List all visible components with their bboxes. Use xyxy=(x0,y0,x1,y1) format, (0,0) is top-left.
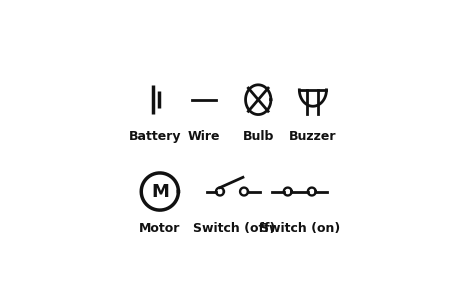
Text: M: M xyxy=(151,183,169,201)
Text: Battery: Battery xyxy=(129,130,182,143)
Text: Wire: Wire xyxy=(187,130,220,143)
Text: Buzzer: Buzzer xyxy=(289,130,337,143)
Text: Switch (on): Switch (on) xyxy=(260,222,340,235)
Text: Bulb: Bulb xyxy=(243,130,274,143)
Text: Motor: Motor xyxy=(139,222,181,235)
Text: Switch (off): Switch (off) xyxy=(193,222,275,235)
